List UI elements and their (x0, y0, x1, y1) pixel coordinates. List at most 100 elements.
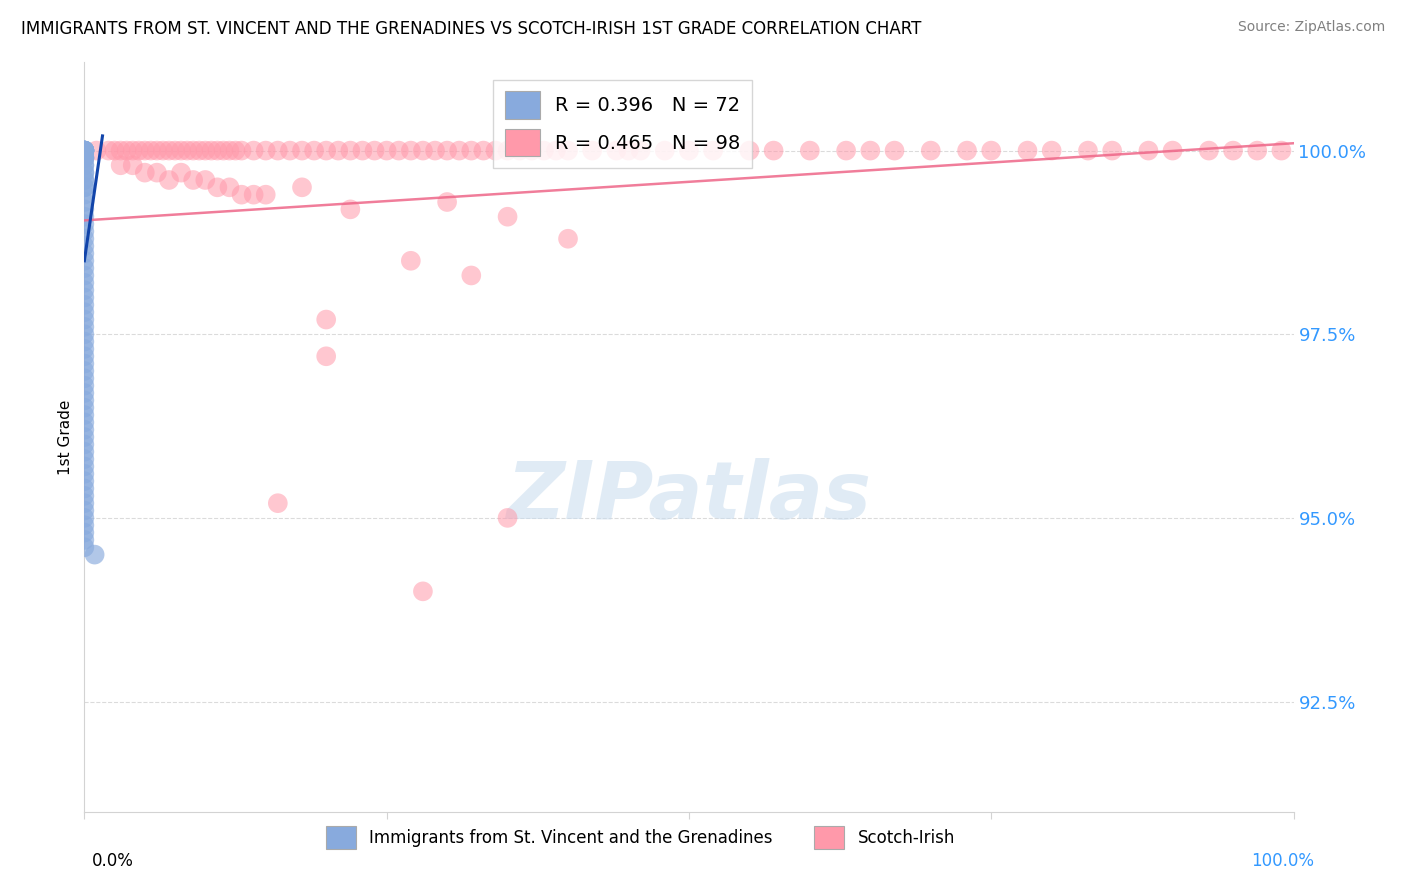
Point (73, 268, 96, 283)
Point (188, 144, 211, 158)
Point (218, 180, 240, 194)
Point (980, 144, 1002, 158)
Point (200, 144, 222, 158)
Point (73, 239, 96, 253)
Point (73, 166, 96, 180)
Point (73, 393, 96, 408)
Point (520, 144, 543, 158)
Point (436, 144, 458, 158)
Point (152, 144, 174, 158)
Point (73, 180, 96, 194)
Point (73, 541, 96, 555)
Point (194, 173, 217, 187)
Point (73, 151, 96, 165)
Point (73, 518, 96, 533)
Point (73, 202, 96, 217)
Point (73, 144, 96, 158)
Point (484, 144, 506, 158)
Point (73, 452, 96, 467)
Point (1017, 144, 1039, 158)
Point (73, 401, 96, 415)
Point (73, 253, 96, 268)
Point (73, 496, 96, 510)
Point (73, 144, 96, 158)
Point (73, 378, 96, 392)
Point (73, 423, 96, 437)
Point (1077, 144, 1099, 158)
Point (134, 166, 156, 180)
Point (339, 144, 361, 158)
Point (73, 217, 96, 231)
Point (157, 173, 180, 187)
Point (291, 180, 314, 194)
Point (73, 327, 96, 342)
Point (315, 349, 337, 363)
Point (399, 253, 422, 268)
Point (1161, 144, 1184, 158)
Point (73, 459, 96, 474)
Text: Source: ZipAtlas.com: Source: ZipAtlas.com (1237, 20, 1385, 34)
Point (375, 144, 398, 158)
Point (423, 144, 446, 158)
Point (883, 144, 905, 158)
Y-axis label: 1st Grade: 1st Grade (58, 400, 73, 475)
Point (496, 144, 519, 158)
Point (557, 144, 579, 158)
Point (73, 144, 96, 158)
Point (73, 525, 96, 540)
Point (157, 144, 180, 158)
Point (412, 144, 434, 158)
Point (73, 474, 96, 488)
Point (73, 158, 96, 172)
Point (225, 144, 247, 158)
Point (176, 144, 198, 158)
Point (399, 144, 422, 158)
Point (73, 224, 96, 238)
Point (73, 334, 96, 349)
Point (194, 144, 217, 158)
Point (920, 144, 942, 158)
Point (73, 151, 96, 165)
Point (73, 210, 96, 224)
Point (73, 151, 96, 165)
Point (218, 144, 240, 158)
Point (509, 144, 531, 158)
Text: IMMIGRANTS FROM ST. VINCENT AND THE GRENADINES VS SCOTCH-IRISH 1ST GRADE CORRELA: IMMIGRANTS FROM ST. VINCENT AND THE GREN… (21, 20, 921, 37)
Point (449, 144, 471, 158)
Point (73, 349, 96, 363)
Point (73, 298, 96, 312)
Point (73, 305, 96, 319)
Point (73, 276, 96, 290)
Point (762, 144, 785, 158)
Point (73, 144, 96, 158)
Point (73, 180, 96, 194)
Point (581, 144, 603, 158)
Point (97, 144, 120, 158)
Point (1101, 144, 1123, 158)
Point (139, 144, 162, 158)
Point (73, 144, 96, 158)
Point (73, 386, 96, 401)
Point (73, 151, 96, 165)
Point (835, 144, 858, 158)
Point (73, 246, 96, 260)
Point (254, 187, 277, 202)
Point (73, 173, 96, 187)
Point (388, 144, 411, 158)
Point (352, 144, 374, 158)
Point (212, 144, 235, 158)
Point (630, 144, 652, 158)
Point (496, 511, 519, 525)
Point (73, 416, 96, 430)
Point (267, 496, 290, 510)
Text: ZIPatlas: ZIPatlas (506, 458, 872, 536)
Point (291, 144, 314, 158)
Point (73, 194, 96, 209)
Point (617, 144, 640, 158)
Point (363, 144, 385, 158)
Point (73, 144, 96, 158)
Point (73, 444, 96, 458)
Point (738, 144, 761, 158)
Point (73, 291, 96, 305)
Legend: Immigrants from St. Vincent and the Grenadines, Scotch-Irish: Immigrants from St. Vincent and the Gren… (319, 819, 962, 855)
